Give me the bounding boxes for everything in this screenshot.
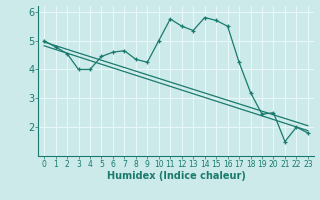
- X-axis label: Humidex (Indice chaleur): Humidex (Indice chaleur): [107, 171, 245, 181]
